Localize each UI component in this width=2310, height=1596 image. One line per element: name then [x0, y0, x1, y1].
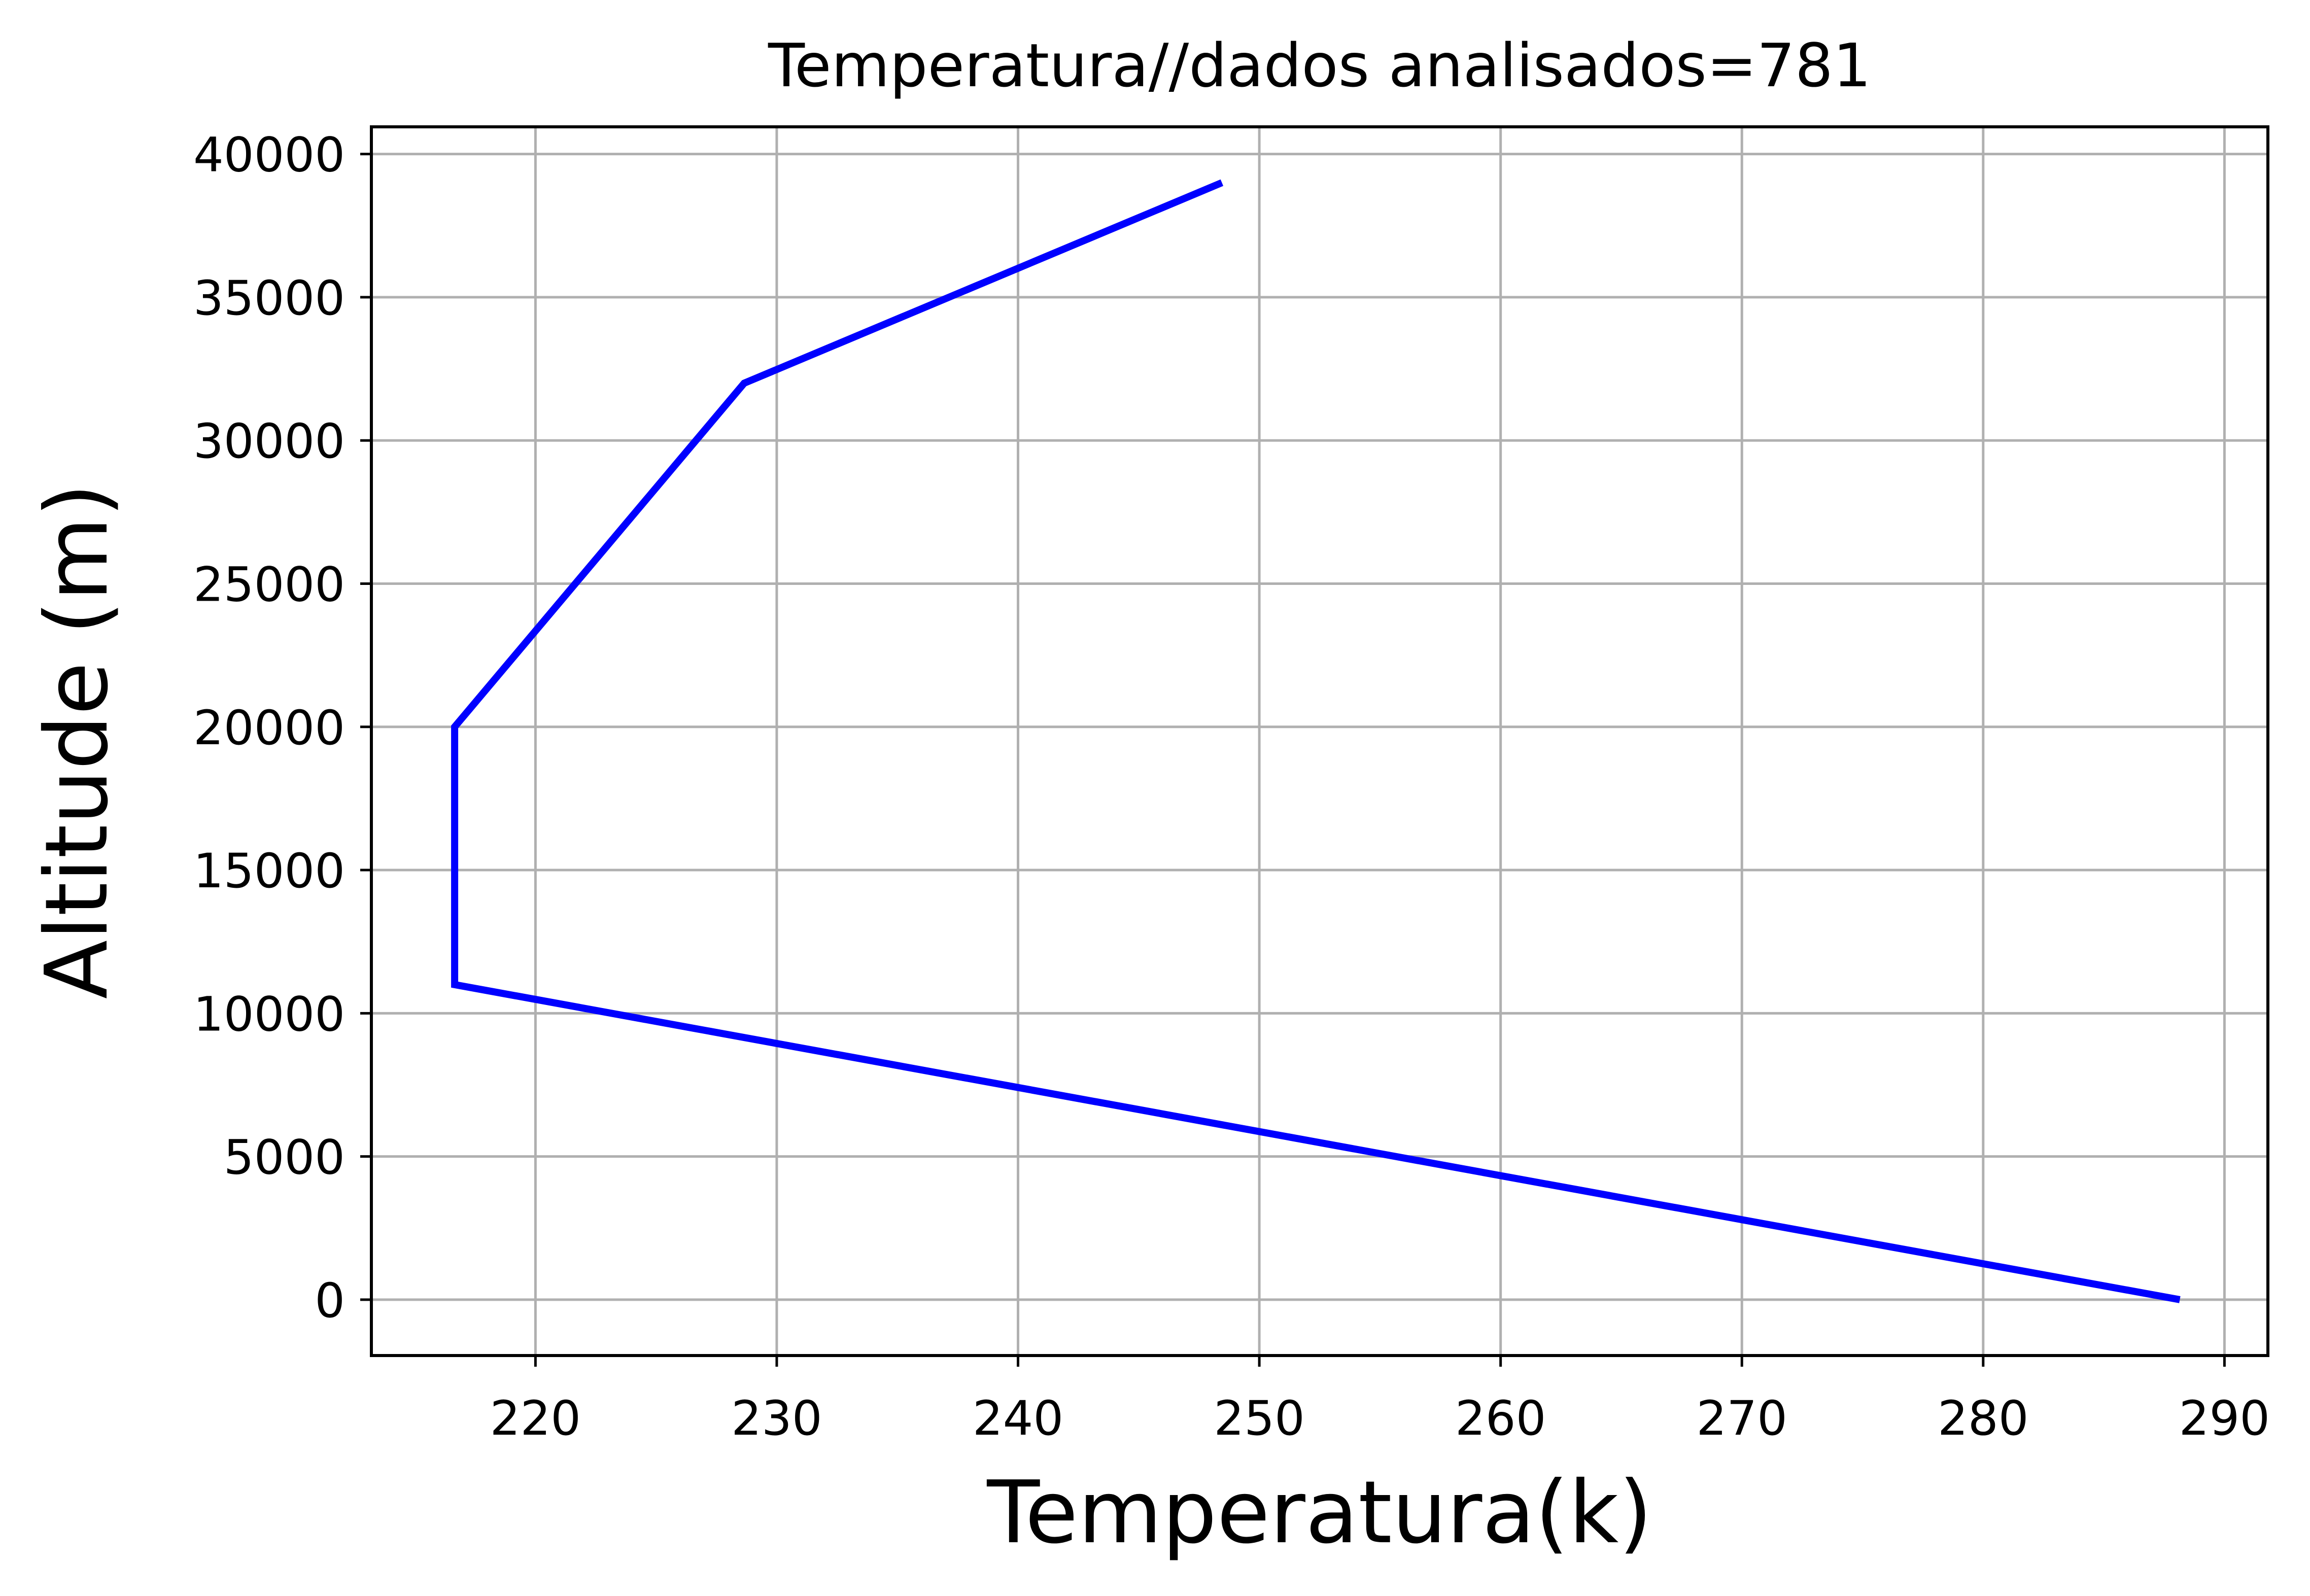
series-layer	[451, 179, 2181, 1303]
plot-frame	[370, 125, 2269, 1357]
x-tick-label: 240	[973, 1391, 1063, 1446]
y-tick-label: 20000	[193, 701, 345, 756]
temperature-profile-line	[451, 179, 2181, 1303]
x-tick-label: 250	[1214, 1391, 1304, 1446]
y-tick-label: 5000	[224, 1130, 345, 1186]
x-axis-label: Temperatura(k)	[986, 1463, 1652, 1563]
x-tick-label: 290	[2179, 1391, 2270, 1446]
y-tick-label: 0	[315, 1273, 345, 1329]
y-tick-label: 10000	[193, 987, 345, 1042]
x-tick-label: 220	[490, 1391, 581, 1446]
y-axis-label: Altitude (m)	[27, 483, 127, 999]
y-tick-label: 30000	[193, 414, 345, 469]
x-tick-label: 260	[1455, 1391, 1546, 1446]
x-tick-label: 270	[1697, 1391, 1787, 1446]
y-tick-label: 15000	[193, 844, 345, 899]
grid	[371, 127, 2268, 1356]
y-tick-label: 25000	[193, 557, 345, 612]
y-tick-label: 35000	[193, 271, 345, 326]
x-tick-label: 230	[731, 1391, 822, 1446]
x-tick-label: 280	[1938, 1391, 2028, 1446]
ticks: 220 230 240 250 260 270 280 290 0 5000 10000 15000 2…	[193, 128, 2270, 1446]
y-tick-label: 40000	[193, 128, 345, 183]
chart-title: Temperatura//dados analisados=781	[768, 30, 1871, 100]
